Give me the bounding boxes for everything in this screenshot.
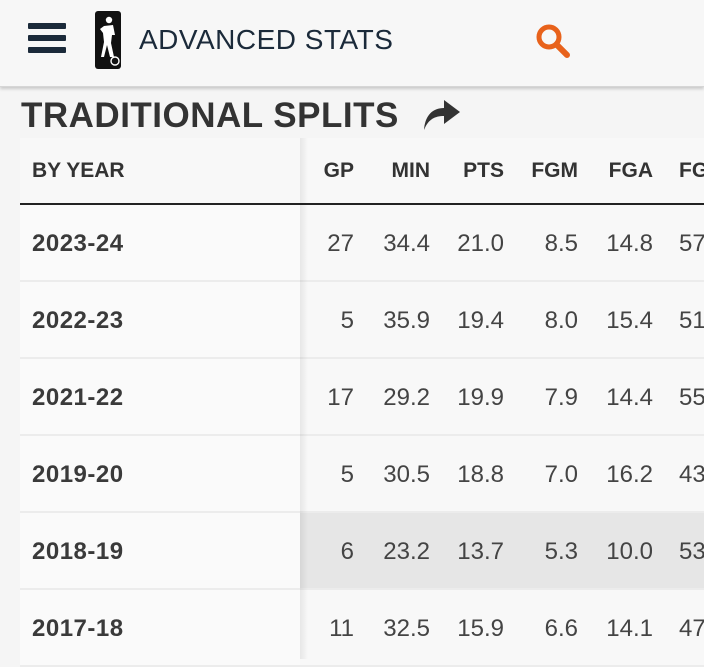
table-row[interactable]: 2019-20 5 30.5 18.8 7.0 16.2 43: [20, 436, 704, 513]
stat-pts: 19.9: [457, 383, 504, 411]
stat-pts: 15.9: [457, 614, 504, 642]
stat-min: 34.4: [383, 229, 430, 257]
stat-fg-pct: 47: [679, 614, 704, 642]
section-title: TRADITIONAL SPLITS: [21, 96, 399, 135]
stat-fga: 14.4: [606, 383, 653, 411]
stat-min: 32.5: [383, 614, 430, 642]
stat-fga: 14.8: [606, 229, 653, 257]
table-header-row: BY YEAR GP MIN PTS FGM FGA FG: [20, 138, 704, 205]
app-title: ADVANCED STATS: [139, 24, 394, 55]
season-label: 2021-22: [20, 359, 300, 436]
column-header-min[interactable]: MIN: [391, 159, 431, 182]
stat-fga: 15.4: [606, 306, 653, 334]
stat-pts: 19.4: [457, 306, 504, 334]
column-header-by-year[interactable]: BY YEAR: [20, 138, 300, 204]
stat-min: 23.2: [383, 537, 430, 565]
stat-fgm: 5.3: [544, 537, 578, 565]
season-label: 2017-18: [20, 590, 300, 667]
table-row[interactable]: 2017-18 11 32.5 15.9 6.6 14.1 47: [20, 590, 704, 667]
season-label: 2022-23: [20, 282, 300, 359]
search-icon[interactable]: [532, 20, 572, 60]
stat-fg-pct: 57: [679, 229, 704, 257]
stat-gp: 17: [327, 383, 354, 411]
stat-min: 30.5: [383, 460, 430, 488]
share-arrow-icon[interactable]: [422, 96, 462, 132]
stat-fg-pct: 53: [679, 537, 704, 565]
column-header-gp[interactable]: GP: [323, 159, 354, 182]
stat-fga: 14.1: [606, 614, 653, 642]
stat-gp: 11: [329, 614, 354, 642]
stat-fgm: 7.9: [544, 383, 578, 411]
column-header-fga[interactable]: FGA: [608, 159, 653, 182]
table-row[interactable]: 2022-23 5 35.9 19.4 8.0 15.4 51: [20, 282, 704, 359]
season-label: 2018-19: [20, 513, 300, 590]
column-header-fgm[interactable]: FGM: [531, 159, 578, 182]
top-navigation-bar: ADVANCED STATS: [0, 0, 704, 87]
season-label: 2023-24: [20, 205, 300, 282]
stat-pts: 18.8: [457, 460, 504, 488]
stat-fga: 16.2: [606, 460, 653, 488]
stat-fgm: 8.0: [544, 306, 578, 334]
hamburger-menu-icon[interactable]: [28, 22, 68, 56]
table-row[interactable]: 2018-19 6 23.2 13.7 5.3 10.0 53: [20, 513, 704, 590]
stat-pts: 21.0: [457, 229, 504, 257]
stat-gp: 5: [340, 306, 354, 334]
traditional-splits-table: BY YEAR GP MIN PTS FGM FGA FG 2023-24 27 3…: [20, 138, 704, 667]
stat-fgm: 7.0: [544, 460, 578, 488]
stat-fg-pct: 55: [679, 383, 704, 411]
g-league-logo[interactable]: [95, 11, 121, 69]
stat-min: 35.9: [383, 306, 430, 334]
column-header-pts[interactable]: PTS: [463, 159, 504, 182]
stat-fga: 10.0: [606, 537, 653, 565]
stat-fg-pct: 51: [679, 306, 704, 334]
table-row[interactable]: 2023-24 27 34.4 21.0 8.5 14.8 57: [20, 205, 704, 282]
stat-gp: 5: [340, 460, 354, 488]
stat-min: 29.2: [383, 383, 430, 411]
stat-fgm: 6.6: [544, 614, 578, 642]
table-row[interactable]: 2021-22 17 29.2 19.9 7.9 14.4 55: [20, 359, 704, 436]
stat-fgm: 8.5: [544, 229, 578, 257]
stat-gp: 27: [327, 229, 354, 257]
column-header-fg-pct[interactable]: FG: [679, 159, 704, 182]
stat-gp: 6: [340, 537, 354, 565]
season-label: 2019-20: [20, 436, 300, 513]
stat-pts: 13.7: [457, 537, 504, 565]
stat-fg-pct: 43: [679, 460, 704, 488]
